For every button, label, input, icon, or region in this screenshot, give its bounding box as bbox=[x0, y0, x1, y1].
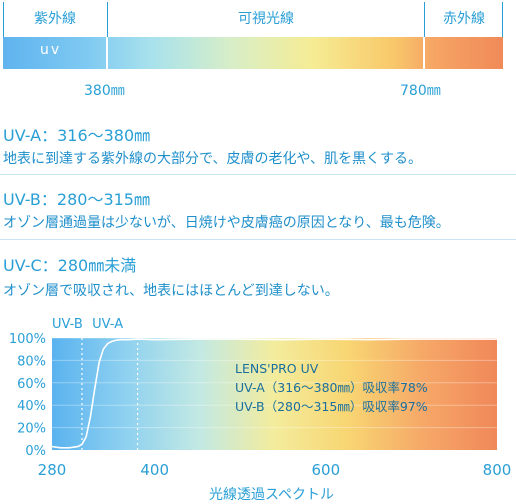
uvc-body: オゾン層で吸収され、地表にはほとんど到達しない。 bbox=[3, 283, 339, 299]
uvc-title: UV-C：280㎜未満 bbox=[3, 256, 137, 275]
y-tick-label: 80% bbox=[17, 354, 46, 369]
uv-bar-label: uv bbox=[40, 42, 62, 58]
header-divider-right bbox=[502, 2, 503, 37]
x-tick-label: 280 bbox=[38, 461, 67, 479]
infrared-header: 赤外線 bbox=[443, 11, 485, 27]
boundary-780: 780㎜ bbox=[400, 83, 441, 99]
transmission-chart: 0%20%40%60%80%100%280 400 600 800 UV-B UV-A … bbox=[9, 317, 512, 503]
header-divider-380 bbox=[107, 2, 108, 37]
y-tick-label: 40% bbox=[17, 399, 46, 414]
annotation-line: UV-B（280～315㎜）吸収率97% bbox=[235, 399, 428, 414]
uva-body: 地表に到達する紫外線の大部分で、皮膚の老化や、肌を黒くする。 bbox=[3, 151, 423, 167]
section-divider bbox=[0, 174, 516, 175]
annotation-line: LENS'PRO UV bbox=[235, 361, 319, 376]
y-tick-label: 0% bbox=[25, 444, 46, 459]
region-label: UV-A bbox=[92, 317, 123, 332]
header-divider-780 bbox=[424, 2, 425, 37]
spectrum-divider-780 bbox=[423, 37, 425, 69]
uva-title: UV-A：316～380㎜ bbox=[3, 126, 151, 145]
x-tick-label: 400 bbox=[140, 461, 169, 479]
boundary-380: 380㎜ bbox=[84, 83, 125, 99]
uvb-body: オゾン層通過量は少ないが、日焼けや皮膚癌の原因となり、最も危険。 bbox=[3, 215, 450, 231]
y-tick-label: 100% bbox=[9, 332, 46, 347]
spectrum-divider-380 bbox=[106, 37, 108, 69]
region-label: UV-B bbox=[52, 317, 83, 332]
spectrum-bar bbox=[3, 37, 503, 69]
uvb-title: UV-B：280～315㎜ bbox=[3, 190, 150, 209]
x-tick-label: 800 bbox=[483, 461, 512, 479]
section-divider bbox=[0, 239, 516, 240]
series-line bbox=[51, 338, 497, 449]
plot-area bbox=[52, 338, 497, 450]
y-tick-label: 60% bbox=[17, 377, 46, 392]
x-tick-label: 600 bbox=[312, 461, 341, 479]
visible-light-header: 可視光線 bbox=[238, 11, 294, 27]
header-divider-left bbox=[3, 2, 4, 37]
y-tick-label: 20% bbox=[17, 422, 46, 437]
x-axis-label: 光線透過スペクトル bbox=[209, 487, 334, 503]
annotation-line: UV-A（316～380㎜）吸収率78% bbox=[235, 380, 428, 395]
uv-header: 紫外線 bbox=[34, 11, 76, 27]
